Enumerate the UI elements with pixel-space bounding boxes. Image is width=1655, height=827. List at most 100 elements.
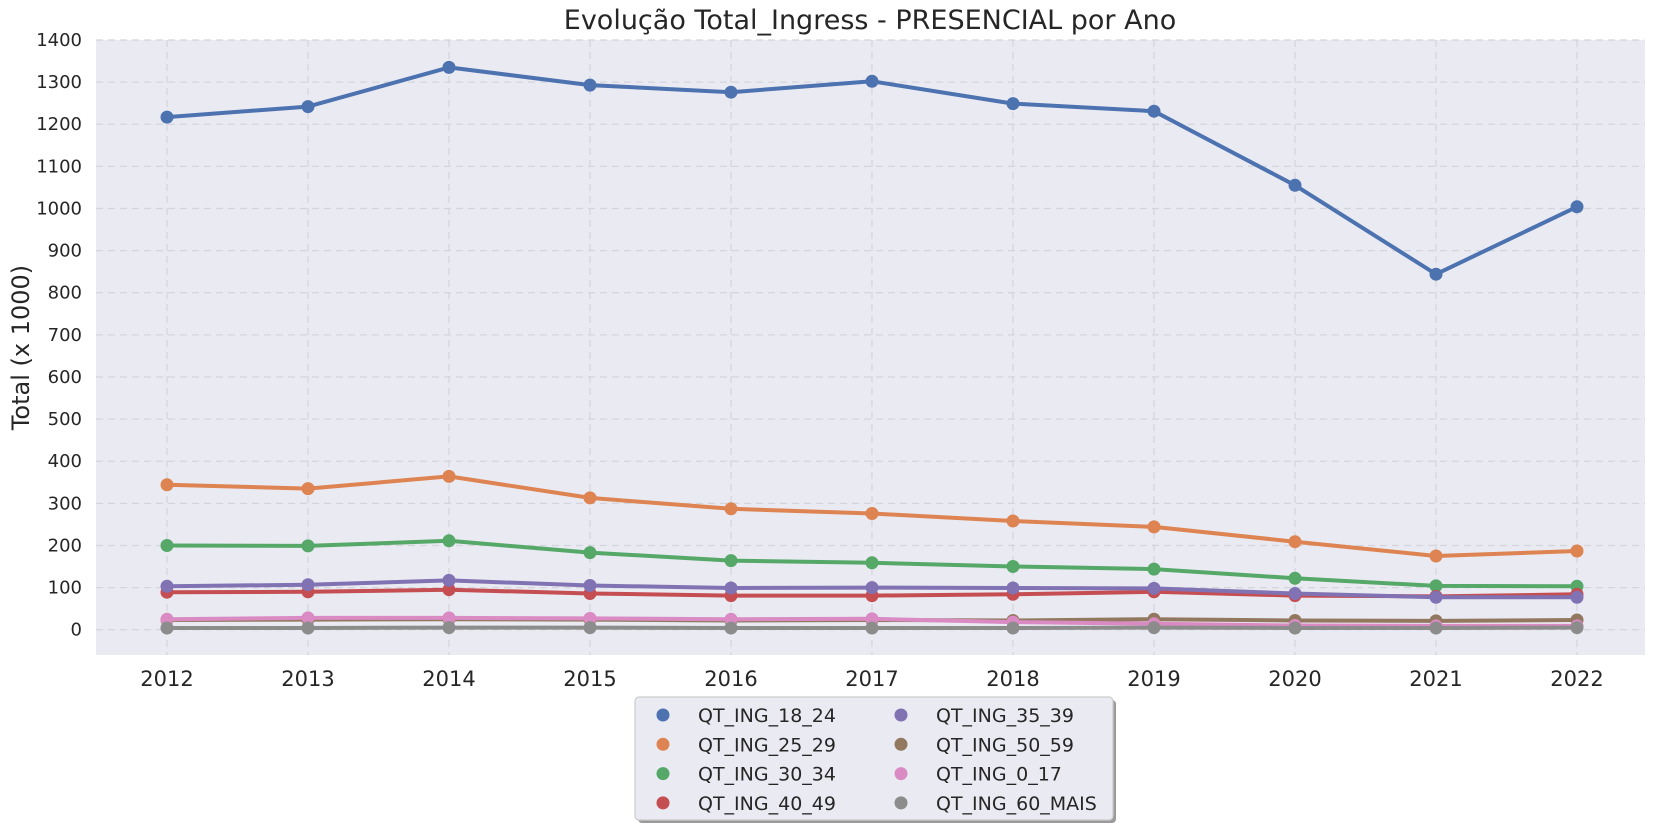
data-point <box>1147 621 1161 635</box>
legend-marker <box>894 767 908 781</box>
legend-label: QT_ING_25_29 <box>698 734 836 756</box>
legend-label: QT_ING_35_39 <box>936 705 1074 727</box>
data-point <box>160 110 174 124</box>
data-point <box>301 482 315 496</box>
x-tick-label: 2019 <box>1127 667 1180 691</box>
data-point <box>724 621 738 635</box>
legend-entry: QT_ING_40_49 <box>656 793 836 815</box>
y-tick-label: 300 <box>48 493 82 514</box>
y-tick-label: 1300 <box>36 72 82 93</box>
y-tick-label: 1200 <box>36 114 82 135</box>
y-tick-label: 800 <box>48 283 82 304</box>
axis-ticks: 0 100 200 300 400 500 600 700 800 900 1000 1100 1200… <box>36 30 1604 691</box>
chart-title: Evolução Total_Ingress - PRESENCIAL por … <box>564 5 1176 36</box>
data-point <box>724 85 738 99</box>
legend-marker <box>656 796 670 810</box>
data-point <box>1429 579 1443 593</box>
x-tick-label: 2017 <box>845 667 898 691</box>
legend-box <box>634 696 1114 821</box>
legend-marker <box>894 796 908 810</box>
data-point <box>1288 621 1302 635</box>
data-point <box>160 478 174 492</box>
legend: QT_ING_18_24 QT_ING_25_29 QT_ING_30_34 QT_I… <box>634 696 1116 823</box>
data-point <box>301 578 315 592</box>
y-tick-label: 700 <box>48 325 82 346</box>
series-qt-ing-35-39 <box>160 573 1584 604</box>
legend-entry: QT_ING_25_29 <box>656 734 836 756</box>
legend-label: QT_ING_18_24 <box>698 705 836 727</box>
legend-entry: QT_ING_18_24 <box>656 705 836 727</box>
y-tick-label: 600 <box>48 367 82 388</box>
data-point <box>442 583 456 597</box>
legend-entry: QT_ING_50_59 <box>894 734 1074 756</box>
data-point <box>865 612 879 626</box>
data-point <box>442 534 456 548</box>
data-point <box>1429 267 1443 281</box>
data-point <box>583 491 597 505</box>
legend-marker <box>656 708 670 722</box>
data-point <box>1570 590 1584 604</box>
data-point <box>583 611 597 625</box>
y-tick-label: 400 <box>48 451 82 472</box>
data-point <box>442 621 456 635</box>
x-tick-label: 2022 <box>1550 667 1603 691</box>
series-qt-ing-18-24 <box>160 60 1584 281</box>
data-point <box>160 621 174 635</box>
data-point <box>301 100 315 114</box>
data-point <box>442 573 456 587</box>
data-point <box>1006 581 1020 595</box>
data-point <box>1006 514 1020 528</box>
data-point <box>1570 544 1584 558</box>
data-point <box>1288 587 1302 600</box>
data-point <box>1288 571 1302 585</box>
data-point <box>865 581 879 595</box>
data-point <box>583 546 597 560</box>
legend-label: QT_ING_40_49 <box>698 793 836 815</box>
series-qt-ing-60-mais <box>160 621 1584 635</box>
y-tick-label: 0 <box>71 620 82 641</box>
data-point <box>1147 104 1161 118</box>
series-qt-ing-25-29 <box>160 469 1584 563</box>
legend-entry: QT_ING_30_34 <box>656 764 836 786</box>
x-tick-label: 2018 <box>986 667 1039 691</box>
y-tick-label: 1000 <box>36 198 82 219</box>
data-point <box>1570 621 1584 635</box>
data-point <box>1006 97 1020 111</box>
y-tick-label: 100 <box>48 578 82 599</box>
data-point <box>1147 562 1161 576</box>
data-point <box>865 74 879 88</box>
legend-marker <box>656 767 670 781</box>
data-point <box>865 556 879 570</box>
data-point <box>724 581 738 595</box>
x-tick-label: 2014 <box>422 667 475 691</box>
data-point <box>583 78 597 92</box>
data-point <box>442 611 456 625</box>
data-point <box>724 502 738 516</box>
legend-entry: QT_ING_35_39 <box>894 705 1074 727</box>
x-tick-label: 2021 <box>1409 667 1462 691</box>
legend-marker <box>894 737 908 751</box>
data-point <box>301 611 315 625</box>
legend-marker <box>894 708 908 722</box>
data-point <box>865 507 879 520</box>
legend-marker <box>656 737 670 751</box>
x-tick-label: 2012 <box>140 667 193 691</box>
legend-label: QT_ING_30_34 <box>698 764 836 786</box>
data-point <box>1006 560 1020 573</box>
data-point <box>1429 549 1443 563</box>
data-point <box>301 539 315 553</box>
data-point <box>1288 535 1302 549</box>
data-point <box>1288 178 1302 192</box>
legend-label: QT_ING_0_17 <box>936 764 1062 786</box>
x-tick-label: 2020 <box>1268 667 1321 691</box>
legend-entry: QT_ING_60_MAIS <box>894 793 1097 815</box>
legend-label: QT_ING_60_MAIS <box>936 793 1097 815</box>
x-tick-label: 2015 <box>563 667 616 691</box>
data-point <box>1006 621 1020 635</box>
legend-entry: QT_ING_0_17 <box>894 764 1062 786</box>
data-point <box>1429 621 1443 635</box>
data-point <box>1147 520 1161 534</box>
data-point <box>160 579 174 593</box>
x-tick-label: 2016 <box>704 667 757 691</box>
